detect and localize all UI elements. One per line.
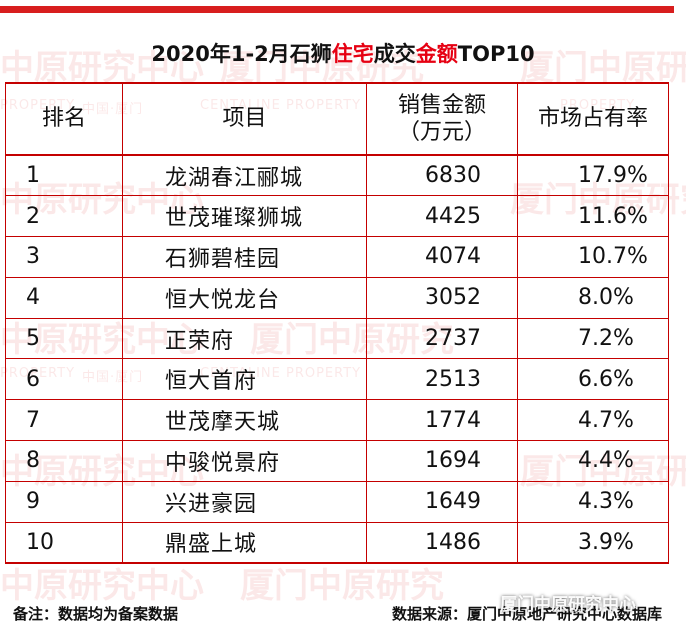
title-highlight: 金额: [415, 42, 458, 66]
cell-sales: 2513: [366, 358, 518, 400]
cell-sales: 2737: [366, 318, 518, 359]
title-part: TOP10: [457, 42, 535, 66]
watermark: 中原研究中心: [0, 566, 204, 606]
cell-rank: 5: [5, 318, 123, 359]
cell-rank: 8: [5, 440, 123, 482]
header-sales-line1: 销售金额: [397, 92, 486, 118]
ranking-table: 排名 项目 销售金额 （万元） 市场占有率 1 龙湖春江郦城 6830 17.9…: [5, 82, 669, 564]
ranking-table-container: 排名 项目 销售金额 （万元） 市场占有率 1 龙湖春江郦城 6830 17.9…: [5, 82, 669, 564]
table-row: 5 正荣府 2737 7.2%: [5, 318, 669, 359]
table-row: 4 恒大悦龙台 3052 8.0%: [5, 277, 669, 319]
cell-sales: 6830: [366, 155, 518, 196]
cell-share: 3.9%: [517, 522, 669, 563]
cell-sales: 4074: [366, 236, 518, 278]
cell-sales: 3052: [366, 277, 518, 319]
cell-share: 4.4%: [517, 440, 669, 482]
cell-rank: 9: [5, 481, 123, 523]
wechat-watermark: 厦门中原研究中心: [500, 595, 636, 615]
header-share: 市场占有率: [517, 83, 669, 155]
title-part: 成交: [373, 42, 416, 66]
cell-project: 恒大悦龙台: [122, 277, 367, 319]
title-highlight: 住宅: [331, 42, 374, 66]
cell-sales: 1694: [366, 440, 518, 482]
footer-source: 数据来源：厦门中原地产研究中心数据库: [392, 605, 663, 623]
cell-rank: 10: [5, 522, 123, 563]
cell-sales: 4425: [366, 195, 518, 237]
cell-project: 世茂璀璨狮城: [122, 195, 367, 237]
header-sales-line2: （万元）: [397, 120, 486, 145]
header-rank: 排名: [5, 83, 123, 155]
table-row: 10 鼎盛上城 1486 3.9%: [5, 522, 669, 563]
table-title: 2020年1-2月石狮住宅成交金额TOP10: [0, 38, 686, 68]
footer-note: 备注：数据均为备案数据: [13, 605, 179, 623]
top-red-bar: [0, 6, 674, 13]
cell-share: 8.0%: [517, 277, 669, 319]
cell-share: 10.7%: [517, 236, 669, 278]
cell-sales: 1774: [366, 399, 518, 441]
table-row: 9 兴进豪园 1649 4.3%: [5, 481, 669, 523]
table-row: 8 中骏悦景府 1694 4.4%: [5, 440, 669, 482]
table-header-row: 排名 项目 销售金额 （万元） 市场占有率: [5, 83, 669, 155]
cell-share: 7.2%: [517, 318, 669, 359]
cell-share: 17.9%: [517, 155, 669, 196]
cell-rank: 6: [5, 358, 123, 400]
header-sales: 销售金额 （万元）: [366, 83, 518, 155]
table-row: 7 世茂摩天城 1774 4.7%: [5, 399, 669, 441]
cell-project: 中骏悦景府: [122, 440, 367, 482]
cell-share: 11.6%: [517, 195, 669, 237]
cell-project: 鼎盛上城: [122, 522, 367, 563]
cell-project: 正荣府: [122, 318, 367, 359]
table-row: 3 石狮碧桂园 4074 10.7%: [5, 236, 669, 278]
cell-project: 龙湖春江郦城: [122, 155, 367, 196]
watermark: 厦门中原研究: [240, 566, 444, 606]
cell-rank: 3: [5, 236, 123, 278]
cell-rank: 2: [5, 195, 123, 237]
cell-share: 6.6%: [517, 358, 669, 400]
cell-sales: 1486: [366, 522, 518, 563]
cell-share: 4.3%: [517, 481, 669, 523]
cell-sales: 1649: [366, 481, 518, 523]
cell-rank: 4: [5, 277, 123, 319]
table-row: 6 恒大首府 2513 6.6%: [5, 358, 669, 400]
cell-share: 4.7%: [517, 399, 669, 441]
title-part: 2020年1-2月石狮: [151, 42, 332, 66]
table-row: 1 龙湖春江郦城 6830 17.9%: [5, 155, 669, 196]
cell-project: 兴进豪园: [122, 481, 367, 523]
header-project: 项目: [122, 83, 367, 155]
table-row: 2 世茂璀璨狮城 4425 11.6%: [5, 195, 669, 237]
cell-rank: 7: [5, 399, 123, 441]
cell-project: 石狮碧桂园: [122, 236, 367, 278]
cell-project: 世茂摩天城: [122, 399, 367, 441]
cell-project: 恒大首府: [122, 358, 367, 400]
cell-rank: 1: [5, 155, 123, 196]
